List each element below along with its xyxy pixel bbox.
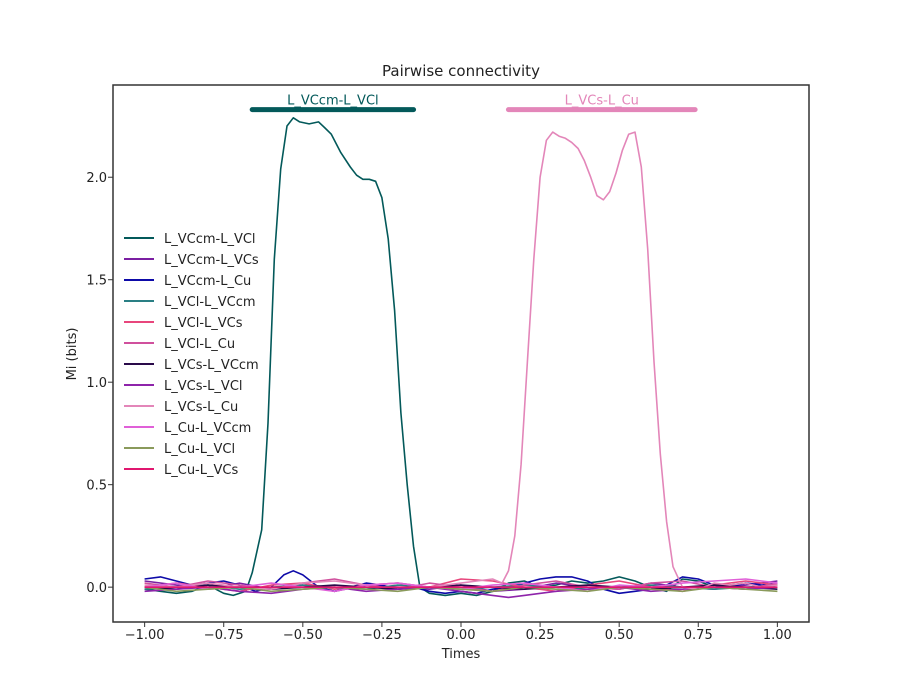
- legend-label-10: L_Cu-L_VCl: [164, 442, 235, 457]
- series-line-10: [144, 586, 778, 593]
- annotation-label-0: L_VCcm-L_VCl: [287, 94, 379, 109]
- y-tick-label-3: 1.5: [86, 274, 107, 289]
- series-line-2: [144, 570, 778, 595]
- x-tick-label-4: 0.00: [447, 628, 476, 643]
- y-tick-label-0: 0.0: [86, 581, 107, 596]
- x-tick-label-8: 1.00: [763, 628, 792, 643]
- x-tick-label-6: 0.50: [605, 628, 634, 643]
- plot-area: [144, 117, 778, 599]
- legend-label-8: L_VCs-L_Cu: [164, 400, 238, 415]
- legend-label-3: L_VCl-L_VCcm: [164, 295, 256, 310]
- legend-label-9: L_Cu-L_VCcm: [164, 421, 251, 436]
- significance-annotations: L_VCcm-L_VCl L_VCs-L_Cu: [249, 94, 698, 113]
- legend-label-6: L_VCs-L_VCcm: [164, 358, 259, 373]
- x-tick-label-3: −0.25: [362, 628, 402, 643]
- legend-label-11: L_Cu-L_VCs: [164, 463, 238, 478]
- x-tick-label-5: 0.25: [526, 628, 555, 643]
- legend-label-4: L_VCl-L_VCs: [164, 316, 243, 331]
- legend-label-1: L_VCcm-L_VCs: [164, 253, 259, 268]
- x-tick-label-0: −1.00: [125, 628, 165, 643]
- annotation-label-1: L_VCs-L_Cu: [565, 94, 639, 109]
- legend-label-0: L_VCcm-L_VCl: [164, 232, 256, 247]
- y-tick-label-1: 0.5: [86, 479, 107, 494]
- y-axis-ticks: 0.0 0.5 1.0 1.5 2.0: [86, 171, 113, 596]
- x-tick-label-2: −0.50: [283, 628, 323, 643]
- legend: L_VCcm-L_VCl L_VCcm-L_VCs L_VCcm-L_Cu L_VCl…: [124, 232, 259, 478]
- chart-title: Pairwise connectivity: [382, 62, 540, 80]
- legend-label-2: L_VCcm-L_Cu: [164, 274, 251, 289]
- x-axis-ticks: −1.00 −0.75 −0.50 −0.25 0.00 0.25 0.50 0.75 1.00: [125, 622, 792, 643]
- x-axis-label: Times: [441, 647, 481, 662]
- series-line-0: [144, 117, 778, 597]
- legend-label-7: L_VCs-L_VCl: [164, 379, 243, 394]
- legend-label-5: L_VCl-L_Cu: [164, 337, 235, 352]
- y-tick-label-4: 2.0: [86, 171, 107, 186]
- x-tick-label-7: 0.75: [684, 628, 713, 643]
- x-tick-label-1: −0.75: [204, 628, 244, 643]
- y-tick-label-2: 1.0: [86, 376, 107, 391]
- y-axis-label: Mi (bits): [65, 328, 80, 381]
